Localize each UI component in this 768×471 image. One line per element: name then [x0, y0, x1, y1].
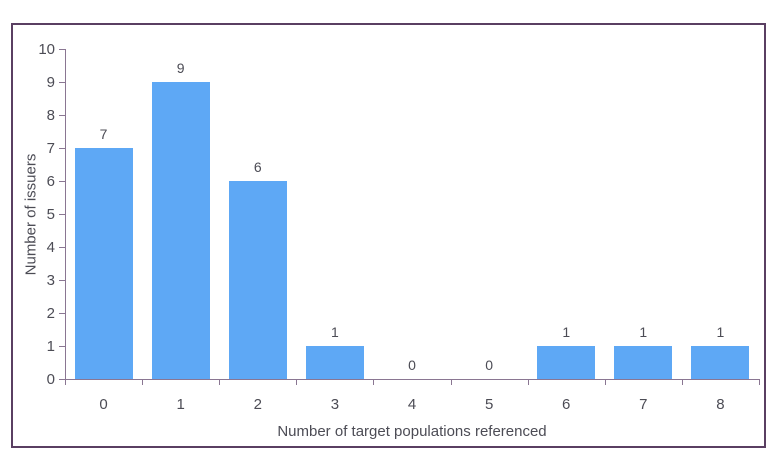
y-axis-tick-label: 9	[46, 74, 55, 91]
chart-frame: Number of issuers Number of target popul…	[11, 23, 766, 448]
bar	[614, 346, 673, 379]
x-axis-tick-label: 4	[407, 396, 417, 413]
bar-value-label: 6	[253, 159, 262, 175]
y-axis-tick	[59, 148, 65, 149]
bar-value-label: 1	[330, 324, 339, 340]
x-axis-tick	[450, 379, 452, 385]
bar	[537, 346, 596, 379]
y-axis-tick-label: 7	[46, 140, 55, 157]
x-axis-tick-label: 7	[639, 396, 648, 413]
x-axis-tick	[604, 379, 606, 385]
bar-value-label: 1	[716, 324, 725, 340]
bar-value-label: 9	[176, 60, 185, 76]
y-axis-tick	[59, 181, 65, 182]
x-axis-tick-label: 2	[253, 396, 262, 413]
x-axis-tick-label: 5	[484, 396, 494, 413]
x-axis-tick	[681, 379, 683, 385]
x-axis-tick	[219, 379, 221, 385]
y-axis-tick	[59, 247, 65, 248]
y-axis-tick	[59, 379, 65, 380]
x-axis-tick-label: 3	[330, 396, 340, 413]
y-axis-tick	[59, 214, 65, 215]
x-axis-tick	[65, 379, 66, 385]
y-axis-tick-label: 6	[46, 173, 55, 190]
y-axis-tick-label: 10	[38, 41, 55, 58]
bar	[228, 181, 287, 379]
x-axis-tick-label: 8	[716, 396, 725, 413]
bar	[691, 346, 750, 379]
y-axis-tick	[59, 313, 65, 314]
bar	[305, 346, 364, 379]
x-axis-tick	[759, 379, 760, 385]
y-axis-tick	[59, 280, 65, 281]
x-axis-tick	[373, 379, 375, 385]
bar-value-label: 0	[408, 357, 416, 373]
x-axis-tick-label: 6	[562, 396, 571, 413]
x-axis-line	[65, 379, 759, 380]
y-axis-line	[65, 49, 66, 379]
bar-value-label: 0	[485, 357, 493, 373]
y-axis-tick	[59, 346, 65, 347]
y-axis-tick-label: 1	[46, 338, 55, 355]
y-axis-tick-label: 3	[46, 272, 55, 289]
x-axis-tick	[296, 379, 298, 385]
y-axis-tick	[59, 115, 65, 116]
y-axis-tick-label: 8	[46, 107, 55, 124]
y-axis-tick-label: 0	[46, 371, 55, 388]
y-axis-tick	[59, 49, 65, 50]
x-axis-tick	[142, 379, 144, 385]
y-axis-tick-label: 4	[46, 239, 55, 256]
bar	[151, 82, 210, 379]
x-axis-title: Number of target populations referenced	[277, 423, 547, 440]
bar	[74, 148, 133, 379]
x-axis-tick	[527, 379, 529, 385]
y-axis-tick-label: 2	[46, 305, 55, 322]
y-axis-tick	[59, 82, 65, 83]
x-axis-tick-label: 0	[99, 396, 108, 413]
x-axis-tick-label: 1	[176, 396, 185, 413]
bar-value-label: 1	[639, 324, 648, 340]
y-axis-tick-label: 5	[46, 206, 55, 223]
bar-value-label: 7	[99, 126, 108, 142]
bar-value-label: 1	[562, 324, 571, 340]
